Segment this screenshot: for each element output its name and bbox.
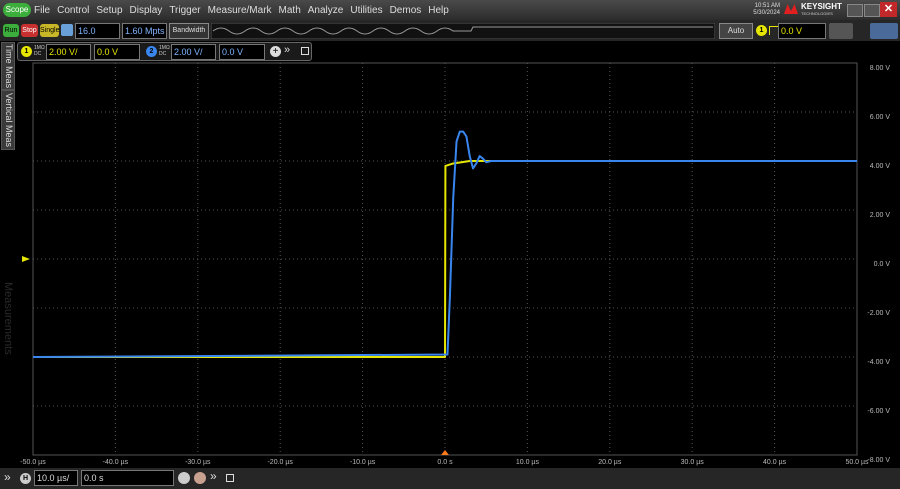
- pin[interactable]: [301, 47, 309, 55]
- undo-redo[interactable]: [829, 23, 853, 39]
- menu-item[interactable]: Measure/Mark: [207, 5, 272, 16]
- expand[interactable]: »: [4, 470, 11, 484]
- brand-name: KEYSIGHT: [801, 2, 842, 11]
- channel-2-badge[interactable]: 2: [146, 46, 157, 57]
- brand: KEYSIGHT TECHNOLOGIES: [801, 2, 842, 17]
- time-position[interactable]: 0.0 s: [81, 470, 174, 486]
- menu-item[interactable]: Utilities: [350, 5, 383, 16]
- horizontal-bar: » H 10.0 µs/ 0.0 s »: [0, 468, 900, 489]
- minimize-button[interactable]: [847, 4, 863, 17]
- menu-item[interactable]: Setup: [96, 5, 123, 16]
- coupling: DC: [34, 51, 42, 57]
- horizontal-badge[interactable]: H: [20, 473, 31, 484]
- menu-item[interactable]: Control: [57, 5, 90, 16]
- x-tick-label: -30.0 µs: [185, 459, 211, 466]
- channel-2-coupling: 1MΩ DC: [159, 45, 170, 57]
- run-button[interactable]: Run: [3, 24, 19, 37]
- menu-item[interactable]: File: [34, 5, 51, 16]
- autoscale[interactable]: [870, 23, 898, 39]
- time-scale[interactable]: 10.0 µs/: [34, 470, 78, 486]
- y-tick-label: 2.00 V: [870, 212, 891, 219]
- x-tick-label: -20.0 µs: [267, 459, 293, 466]
- reference-button[interactable]: [194, 472, 206, 484]
- y-tick-label: 8.00 V: [870, 65, 891, 72]
- stop-button[interactable]: Stop: [21, 24, 38, 37]
- more[interactable]: »: [210, 469, 217, 483]
- add-channel[interactable]: +: [270, 46, 281, 57]
- side-tab[interactable]: Vertical Meas: [1, 90, 15, 150]
- date: 5/30/2024: [753, 10, 780, 16]
- x-tick-label: -10.0 µs: [350, 459, 376, 466]
- channel-1-scale[interactable]: 2.00 V/: [46, 44, 91, 60]
- channel-1-offset[interactable]: 0.0 V: [94, 44, 140, 60]
- x-tick-label: 20.0 µs: [598, 459, 622, 466]
- trigger-source[interactable]: 1: [756, 25, 767, 36]
- trigger-edge: [769, 26, 778, 35]
- measurements-tab[interactable]: Measurements: [2, 282, 14, 355]
- x-tick-label: -50.0 µs: [20, 459, 46, 466]
- menu-item[interactable]: Trigger: [169, 5, 201, 16]
- brand-sub: TECHNOLOGIES: [801, 11, 833, 16]
- memory-depth[interactable]: 1.60 Mpts: [122, 23, 167, 39]
- menu-bar: Scope File Control Setup Display Trigger Meas…: [0, 0, 900, 20]
- trigger-marker: [441, 450, 449, 455]
- channel-2-offset[interactable]: 0.0 V: [219, 44, 265, 60]
- toolbar: Run Stop Single 16.0 GSa/s 1.60 Mpts Ban…: [0, 20, 900, 51]
- menu-item[interactable]: Display: [129, 5, 163, 16]
- y-tick-label: 4.00 V: [870, 163, 891, 170]
- logo: [784, 4, 798, 14]
- x-tick-label: 40.0 µs: [763, 459, 787, 466]
- navigator-strip[interactable]: [211, 23, 715, 39]
- impedance: 1MΩ: [34, 45, 45, 51]
- scope-button[interactable]: Scope: [3, 3, 31, 17]
- sample-rate[interactable]: 16.0 GSa/s: [75, 23, 120, 51]
- menu-item[interactable]: Analyze: [307, 5, 344, 16]
- x-tick-label: 0.0 s: [437, 459, 453, 466]
- trigger-level[interactable]: 0.0 V: [778, 23, 826, 39]
- menu: File Control Setup Display Trigger Measure/Ma…: [34, 5, 449, 16]
- channel-1-coupling: 1MΩ DC: [34, 45, 45, 57]
- x-tick-label: 10.0 µs: [516, 459, 540, 466]
- pin[interactable]: [226, 474, 234, 482]
- acquisition-icon[interactable]: [61, 24, 73, 36]
- y-tick-label: -4.00 V: [867, 359, 890, 366]
- side-tabs: Time Meas Vertical Meas: [1, 42, 15, 150]
- channel-2-scale[interactable]: 2.00 V/: [171, 44, 216, 60]
- display-background: [16, 62, 900, 468]
- y-tick-label: -8.00 V: [867, 457, 890, 464]
- x-tick-label: 50.0 µs: [845, 459, 869, 466]
- maximize-button[interactable]: [864, 4, 880, 17]
- expand[interactable]: »: [284, 44, 291, 56]
- channel-bar: 1 1MΩ DC 2.00 V/ 0.0 V 2 1MΩ DC 2.00 V/ 0.…: [17, 42, 312, 61]
- side-tab[interactable]: Time Meas: [1, 42, 15, 90]
- menu-item[interactable]: Math: [278, 5, 301, 16]
- coupling: DC: [159, 51, 167, 57]
- y-tick-label: -2.00 V: [867, 310, 890, 317]
- zoom-button[interactable]: [178, 472, 190, 484]
- trigger-mode[interactable]: Auto: [719, 23, 753, 39]
- y-tick-label: 6.00 V: [870, 114, 891, 121]
- impedance: 1MΩ: [159, 45, 170, 51]
- channel-1-badge[interactable]: 1: [21, 46, 32, 57]
- close-button[interactable]: ✕: [880, 2, 897, 17]
- menu-item[interactable]: Demos: [389, 5, 422, 16]
- single-button[interactable]: Single: [40, 24, 59, 37]
- waveform: [32, 130, 857, 358]
- menu-item[interactable]: Help: [428, 5, 449, 16]
- bandwidth-button[interactable]: Bandwidth: [169, 23, 209, 39]
- x-tick-label: -40.0 µs: [103, 459, 129, 466]
- x-tick-label: 30.0 µs: [681, 459, 705, 466]
- y-tick-label: 0.0 V: [874, 261, 891, 268]
- y-tick-label: -6.00 V: [867, 408, 890, 415]
- channel-marker: [22, 256, 30, 262]
- time: 10:51 AM: [754, 3, 780, 9]
- clock: 10:51 AM 5/30/2024: [752, 3, 780, 17]
